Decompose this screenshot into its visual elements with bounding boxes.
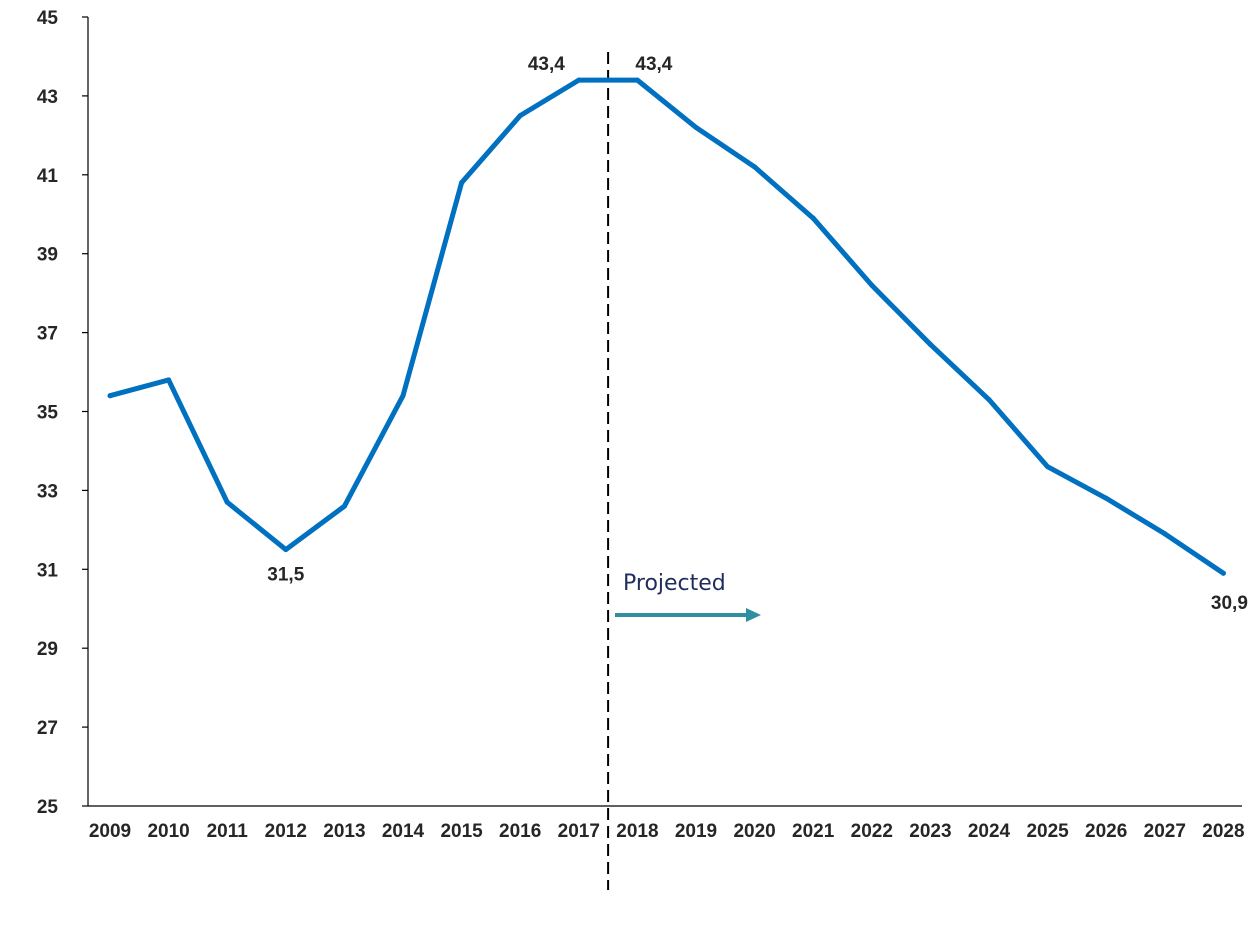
x-tick-label: 2028: [1202, 821, 1244, 842]
data-point: [693, 124, 699, 130]
x-tick-label: 2012: [265, 821, 307, 842]
data-labels-group: 31,5 43,4 43,4 30,9: [267, 54, 1248, 614]
data-label: 31,5: [267, 565, 304, 586]
y-tick-label: 31: [37, 560, 59, 581]
data-point: [1045, 464, 1051, 470]
x-tick-label: 2016: [499, 821, 541, 842]
y-tick-label: 37: [37, 324, 58, 345]
y-tick-label: 43: [37, 87, 58, 108]
projected-annotation-label: Projected: [623, 571, 726, 596]
chart-axes: [87, 17, 1242, 807]
x-tick-label: 2020: [733, 821, 775, 842]
x-tick-label: 2022: [851, 821, 893, 842]
data-point: [634, 77, 640, 83]
data-point: [224, 499, 230, 505]
data-point: [341, 503, 347, 509]
data-point: [517, 113, 523, 119]
y-tick-label: 25: [37, 797, 59, 818]
x-axis-ticks: 2009 2010 2011 2012 2013 2014 2015 2016 2017 2018…: [89, 821, 1245, 842]
data-point: [107, 393, 113, 399]
x-tick-label: 2019: [675, 821, 717, 842]
data-point: [927, 341, 933, 347]
x-tick-label: 2009: [89, 821, 131, 842]
projected-arrowhead-icon: [746, 608, 761, 622]
x-tick-label: 2023: [909, 821, 951, 842]
x-tick-label: 2027: [1144, 821, 1186, 842]
y-tick-label: 27: [37, 718, 58, 739]
data-point: [869, 282, 875, 288]
y-tick-label: 45: [37, 8, 59, 29]
data-point: [459, 180, 465, 186]
series-line: [107, 77, 1226, 576]
y-axis-ticks: 25 27 29 31 33 35 37 39 41 43 45: [37, 8, 88, 818]
y-tick-label: 29: [37, 639, 58, 660]
data-point: [1220, 570, 1226, 576]
projection-annotation: Projected: [615, 571, 761, 622]
x-tick-label: 2010: [147, 821, 189, 842]
x-tick-label: 2014: [382, 821, 425, 842]
x-tick-label: 2013: [323, 821, 365, 842]
y-tick-label: 41: [37, 166, 59, 187]
x-tick-label: 2024: [968, 821, 1011, 842]
x-tick-label: 2025: [1026, 821, 1069, 842]
x-tick-label: 2011: [207, 821, 249, 842]
data-point: [283, 547, 289, 553]
data-point: [986, 397, 992, 403]
data-point: [1103, 495, 1109, 501]
y-tick-label: 33: [37, 481, 58, 502]
x-tick-label: 2021: [792, 821, 835, 842]
x-tick-label: 2017: [558, 821, 600, 842]
y-tick-label: 39: [37, 245, 58, 266]
data-point: [810, 215, 816, 221]
data-point: [166, 377, 172, 383]
data-point: [576, 77, 582, 83]
data-point: [752, 164, 758, 170]
data-point: [400, 393, 406, 399]
data-label: 30,9: [1211, 593, 1248, 614]
x-tick-label: 2015: [440, 821, 483, 842]
x-tick-label: 2018: [616, 821, 658, 842]
data-label: 43,4: [528, 54, 565, 75]
y-tick-label: 35: [37, 403, 59, 424]
x-tick-label: 2026: [1085, 821, 1127, 842]
data-label: 43,4: [635, 54, 672, 75]
data-point: [1162, 531, 1168, 537]
series-group: [107, 77, 1226, 576]
